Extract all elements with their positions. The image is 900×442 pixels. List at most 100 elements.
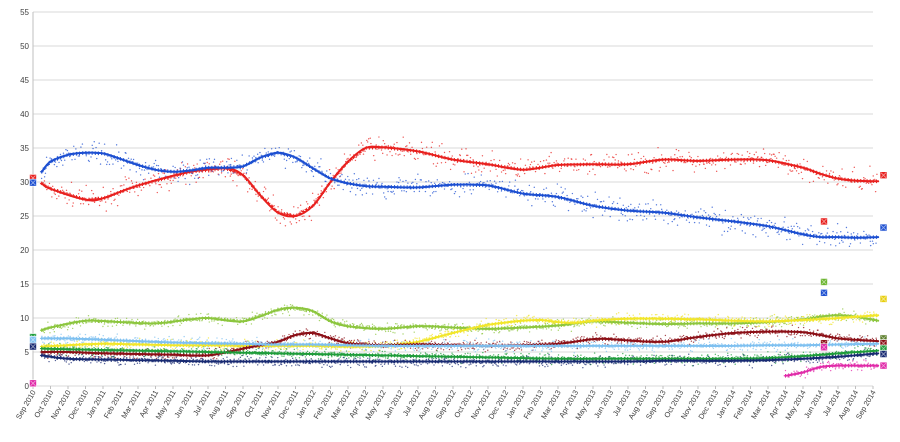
poll-point [857,346,858,347]
poll-point [431,349,432,350]
poll-point [137,363,138,364]
poll-point [191,338,192,339]
poll-point [503,349,504,350]
poll-point [822,166,823,167]
poll-point [318,358,319,359]
poll-point [630,168,631,169]
poll-point [631,326,632,327]
poll-point [601,201,602,202]
poll-point [798,327,799,328]
poll-point [95,346,96,347]
poll-point [407,182,408,183]
poll-point [853,321,854,322]
poll-point [527,159,528,160]
poll-point [686,219,687,220]
poll-point [648,173,649,174]
poll-point [857,233,858,234]
poll-point [830,334,831,335]
poll-point [435,353,436,354]
poll-point [68,326,69,327]
poll-point [874,179,875,180]
poll-point [351,340,352,341]
poll-point [56,340,57,341]
poll-point [396,358,397,359]
poll-point [678,327,679,328]
poll-point [346,321,347,322]
poll-point [662,314,663,315]
poll-point [427,347,428,348]
poll-point [163,338,164,339]
poll-point [59,354,60,355]
poll-point [505,196,506,197]
poll-point [325,349,326,350]
poll-point [846,227,847,228]
poll-point [728,227,729,228]
poll-point [499,181,500,182]
poll-point [406,191,407,192]
poll-point [613,334,614,335]
poll-point [770,341,771,342]
poll-point [778,354,779,355]
poll-point [659,167,660,168]
poll-point [503,170,504,171]
poll-point [730,228,731,229]
poll-point [772,324,773,325]
poll-point [778,234,779,235]
poll-point [368,341,369,342]
poll-point [266,152,267,153]
poll-point [288,334,289,335]
poll-point [144,169,145,170]
poll-point [840,231,841,232]
poll-point [289,315,290,316]
poll-point [473,349,474,350]
poll-point [514,350,515,351]
poll-point [849,246,850,247]
poll-point [45,173,46,174]
poll-point [777,316,778,317]
poll-point [110,191,111,192]
poll-point [251,323,252,324]
poll-point [58,162,59,163]
poll-point [706,325,707,326]
poll-point [253,156,254,157]
poll-point [764,228,765,229]
poll-point [213,161,214,162]
poll-point [115,347,116,348]
poll-point [219,164,220,165]
poll-point [367,325,368,326]
poll-point [510,341,511,342]
poll-point [357,188,358,189]
poll-point [539,341,540,342]
poll-point [752,348,753,349]
poll-point [274,313,275,314]
poll-point [404,348,405,349]
poll-point [718,355,719,356]
poll-point [393,191,394,192]
poll-point [473,189,474,190]
poll-point [386,188,387,189]
poll-point [813,331,814,332]
poll-point [344,153,345,154]
poll-point [759,339,760,340]
poll-point [72,328,73,329]
poll-point [112,188,113,189]
poll-point [494,180,495,181]
poll-point [357,340,358,341]
poll-point [416,350,417,351]
poll-point [465,173,466,174]
poll-point [640,326,641,327]
poll-point [344,321,345,322]
poll-point [524,341,525,342]
poll-point [382,153,383,154]
poll-point [556,339,557,340]
poll-point [90,336,91,337]
poll-point [350,154,351,155]
poll-point [772,325,773,326]
poll-point [740,224,741,225]
poll-point [547,163,548,164]
poll-point [172,348,173,349]
poll-point [875,338,876,339]
poll-point [590,315,591,316]
poll-point [178,177,179,178]
poll-point [633,315,634,316]
